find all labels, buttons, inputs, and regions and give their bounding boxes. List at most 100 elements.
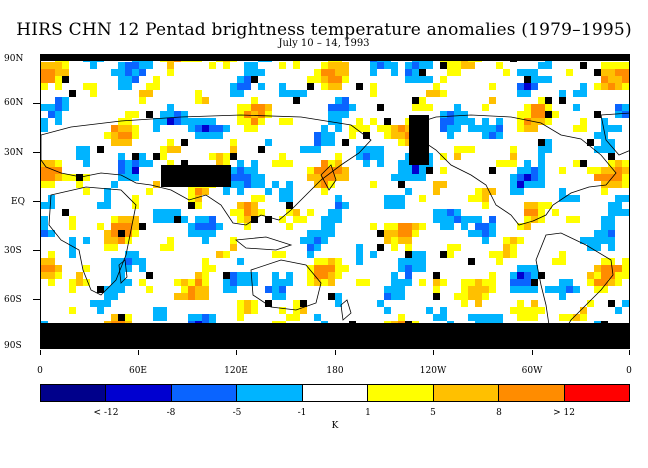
anomaly-cell xyxy=(517,90,524,97)
anomaly-cell xyxy=(524,202,531,209)
anomaly-cell xyxy=(335,272,342,279)
anomaly-cell xyxy=(328,104,335,111)
anomaly-cell xyxy=(125,216,132,223)
anomaly-cell xyxy=(440,279,447,286)
anomaly-cell xyxy=(69,286,76,293)
anomaly-cell xyxy=(517,181,524,188)
anomaly-cell xyxy=(118,237,125,244)
anomaly-cell xyxy=(405,153,412,160)
anomaly-cell xyxy=(384,125,391,132)
anomaly-cell xyxy=(153,314,160,321)
anomaly-cell xyxy=(279,118,286,125)
anomaly-cell xyxy=(104,230,111,237)
anomaly-cell xyxy=(580,314,587,321)
anomaly-cell xyxy=(216,153,223,160)
anomaly-cell xyxy=(167,146,174,153)
anomaly-cell xyxy=(139,258,146,265)
anomaly-cell xyxy=(237,76,244,83)
anomaly-cell xyxy=(594,132,601,139)
missing-data-cell xyxy=(132,342,139,348)
anomaly-cell xyxy=(384,62,391,69)
anomaly-cell xyxy=(356,153,363,160)
anomaly-cell xyxy=(510,160,517,167)
anomaly-cell xyxy=(202,118,209,125)
anomaly-cell xyxy=(405,76,412,83)
anomaly-cell xyxy=(531,167,538,174)
anomaly-cell xyxy=(398,286,405,293)
missing-data-cell xyxy=(489,167,496,174)
anomaly-cell xyxy=(531,174,538,181)
anomaly-cell xyxy=(391,244,398,251)
anomaly-cell xyxy=(356,279,363,286)
anomaly-cell xyxy=(412,69,419,76)
anomaly-cell xyxy=(349,125,356,132)
anomaly-cell xyxy=(41,272,48,279)
anomaly-cell xyxy=(482,279,489,286)
anomaly-cell xyxy=(118,69,125,76)
anomaly-cell xyxy=(433,216,440,223)
anomaly-cell xyxy=(482,125,489,132)
anomaly-cell xyxy=(258,181,265,188)
lon-tick xyxy=(335,350,336,355)
anomaly-cell xyxy=(412,265,419,272)
anomaly-cell xyxy=(223,153,230,160)
anomaly-cell xyxy=(111,181,118,188)
anomaly-cell xyxy=(517,279,524,286)
anomaly-cell xyxy=(76,146,83,153)
anomaly-cell xyxy=(307,279,314,286)
anomaly-cell xyxy=(398,223,405,230)
anomaly-cell xyxy=(622,160,629,167)
anomaly-cell xyxy=(188,188,195,195)
anomaly-cell xyxy=(531,76,538,83)
anomaly-cell xyxy=(251,111,258,118)
anomaly-cell xyxy=(111,314,118,321)
anomaly-cell xyxy=(342,167,349,174)
anomaly-cell xyxy=(328,83,335,90)
anomaly-cell xyxy=(419,62,426,69)
anomaly-cell xyxy=(461,279,468,286)
anomaly-cell xyxy=(370,83,377,90)
lat-tick xyxy=(33,103,40,104)
anomaly-cell xyxy=(517,237,524,244)
anomaly-cell xyxy=(118,83,125,90)
anomaly-cell xyxy=(195,293,202,300)
anomaly-cell xyxy=(251,202,258,209)
anomaly-cell xyxy=(594,286,601,293)
anomaly-cell xyxy=(160,209,167,216)
anomaly-cell xyxy=(251,300,258,307)
colorbar-unit: K xyxy=(331,421,339,431)
anomaly-cell xyxy=(398,125,405,132)
anomaly-cell xyxy=(447,132,454,139)
anomaly-cell xyxy=(118,118,125,125)
colorbar-segment xyxy=(302,385,369,401)
anomaly-cell xyxy=(307,174,314,181)
anomaly-cell xyxy=(328,69,335,76)
anomaly-cell xyxy=(188,314,195,321)
anomaly-cell xyxy=(622,195,629,202)
anomaly-cell xyxy=(48,272,55,279)
anomaly-cell xyxy=(405,230,412,237)
anomaly-cell xyxy=(230,83,237,90)
anomaly-cell xyxy=(384,223,391,230)
anomaly-cell xyxy=(601,181,608,188)
anomaly-cell xyxy=(573,125,580,132)
lon-label-180: 180 xyxy=(326,366,344,376)
anomaly-cell xyxy=(223,62,230,69)
anomaly-cell xyxy=(580,237,587,244)
anomaly-cell xyxy=(321,125,328,132)
anomaly-cell xyxy=(363,279,370,286)
anomaly-cell xyxy=(440,314,447,321)
anomaly-cell xyxy=(272,251,279,258)
anomaly-cell xyxy=(328,111,335,118)
anomaly-cell xyxy=(517,272,524,279)
anomaly-cell xyxy=(573,104,580,111)
anomaly-cell xyxy=(447,125,454,132)
anomaly-cell xyxy=(566,69,573,76)
anomaly-cell xyxy=(48,195,55,202)
anomaly-cell xyxy=(230,181,237,188)
anomaly-cell xyxy=(174,279,181,286)
anomaly-cell xyxy=(111,293,118,300)
missing-data-cell xyxy=(62,76,69,83)
missing-data-cell xyxy=(181,160,188,167)
anomaly-cell xyxy=(517,188,524,195)
